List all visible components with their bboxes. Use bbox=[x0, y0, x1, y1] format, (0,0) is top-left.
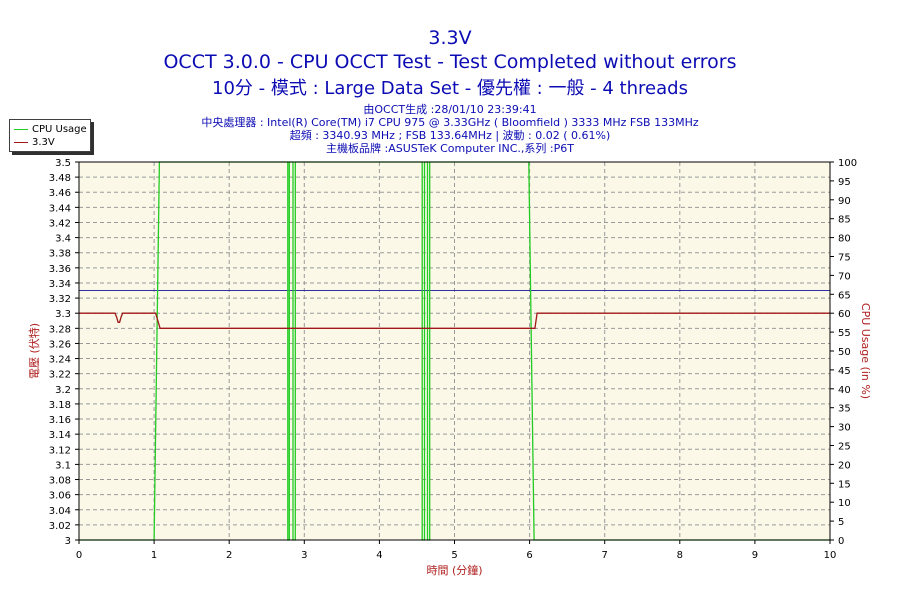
y-tick-label: 3.16 bbox=[49, 415, 71, 426]
y2-tick-label: 95 bbox=[838, 177, 851, 188]
x-tick-label: 3 bbox=[301, 550, 307, 561]
x-axis-label: 時間 (分鐘) bbox=[426, 563, 482, 577]
y2-tick-label: 35 bbox=[838, 404, 851, 415]
y-tick-label: 3.46 bbox=[49, 188, 71, 199]
overclock-info: 超頻 : 3340.93 MHz ; FSB 133.64MHz | 波動 : … bbox=[289, 129, 611, 142]
y-tick-label: 3.36 bbox=[49, 264, 71, 275]
y-tick-label: 3.26 bbox=[49, 339, 71, 350]
generated-info: 由OCCT生成 :28/01/10 23:39:41 bbox=[363, 103, 537, 116]
test-status-line: OCCT 3.0.0 - CPU OCCT Test - Test Comple… bbox=[163, 51, 737, 73]
y-tick-label: 3.48 bbox=[49, 173, 71, 184]
y2-tick-label: 90 bbox=[838, 196, 851, 207]
y2-tick-label: 85 bbox=[838, 215, 851, 226]
chart-legend: CPU Usage 3.3V bbox=[9, 119, 91, 152]
x-tick-label: 8 bbox=[677, 550, 683, 561]
x-tick-label: 2 bbox=[226, 550, 232, 561]
y2-axis-label: CPU Usage (in %) bbox=[859, 303, 872, 399]
y-tick-label: 3.5 bbox=[55, 158, 71, 169]
y-tick-label: 3.04 bbox=[49, 506, 71, 517]
y-tick-label: 3.38 bbox=[49, 249, 71, 260]
y-tick-label: 3.22 bbox=[49, 370, 71, 381]
y-tick-label: 3.18 bbox=[49, 400, 71, 411]
y2-tick-label: 40 bbox=[838, 385, 851, 396]
y-tick-label: 3.34 bbox=[49, 279, 71, 290]
x-tick-label: 4 bbox=[376, 550, 382, 561]
y2-tick-label: 20 bbox=[838, 460, 851, 471]
x-tick-label: 0 bbox=[76, 550, 82, 561]
x-tick-label: 6 bbox=[526, 550, 532, 561]
y-tick-label: 3.28 bbox=[49, 324, 71, 335]
y-tick-label: 3.12 bbox=[49, 445, 71, 456]
y2-tick-label: 50 bbox=[838, 347, 851, 358]
plot-frame bbox=[78, 161, 831, 541]
legend-label-voltage: 3.3V bbox=[32, 136, 55, 148]
y-tick-label: 3.08 bbox=[49, 476, 71, 487]
series-line-voltage bbox=[79, 312, 830, 329]
y-tick-label: 3.06 bbox=[49, 491, 71, 502]
y-tick-label: 3.2 bbox=[55, 385, 71, 396]
x-tick-label: 9 bbox=[752, 550, 758, 561]
legend-swatch-cpu-usage bbox=[14, 128, 28, 130]
y2-tick-label: 80 bbox=[838, 234, 851, 245]
x-tick-label: 1 bbox=[151, 550, 157, 561]
y2-tick-label: 55 bbox=[838, 328, 851, 339]
y2-tick-label: 30 bbox=[838, 423, 851, 434]
y2-tick-label: 60 bbox=[838, 309, 851, 320]
y2-tick-label: 65 bbox=[838, 290, 851, 301]
legend-swatch-voltage bbox=[14, 141, 28, 143]
y-tick-label: 3.4 bbox=[55, 234, 71, 245]
x-tick-label: 7 bbox=[602, 550, 608, 561]
x-tick-label: 10 bbox=[824, 550, 837, 561]
chart-title: 3.3V bbox=[428, 27, 472, 49]
legend-item-voltage: 3.3V bbox=[14, 136, 55, 148]
y2-tick-label: 15 bbox=[838, 479, 851, 490]
y2-tick-label: 70 bbox=[838, 271, 851, 282]
y2-tick-label: 45 bbox=[838, 366, 851, 377]
test-mode-line: 10分 - 模式 : Large Data Set - 優先權 : 一般 - 4… bbox=[212, 78, 688, 99]
y2-tick-label: 0 bbox=[838, 536, 844, 547]
y-tick-label: 3.02 bbox=[49, 521, 71, 532]
y2-tick-label: 5 bbox=[838, 517, 844, 528]
y-axis-label: 電壓 (伏特) bbox=[27, 323, 41, 379]
cpu-info: 中央處理器 : Intel(R) Core(TM) i7 CPU 975 @ 3… bbox=[201, 116, 699, 129]
y-tick-label: 3.3 bbox=[55, 309, 71, 320]
y-tick-label: 3.42 bbox=[49, 218, 71, 229]
motherboard-info: 主機板品牌 :ASUSTeK Computer INC.,系列 :P6T bbox=[326, 142, 574, 155]
y2-tick-label: 25 bbox=[838, 442, 851, 453]
x-tick-label: 5 bbox=[451, 550, 457, 561]
y-tick-label: 3.44 bbox=[49, 203, 71, 214]
y2-tick-label: 100 bbox=[838, 158, 857, 169]
y-tick-label: 3.24 bbox=[49, 355, 71, 366]
y-tick-label: 3.14 bbox=[49, 430, 71, 441]
y2-tick-label: 10 bbox=[838, 498, 851, 509]
y-tick-label: 3.32 bbox=[49, 294, 71, 305]
y-tick-label: 3 bbox=[65, 536, 71, 547]
y-tick-label: 3.1 bbox=[55, 460, 71, 471]
legend-item-cpu-usage: CPU Usage bbox=[14, 123, 87, 135]
y2-tick-label: 75 bbox=[838, 253, 851, 264]
legend-label-cpu-usage: CPU Usage bbox=[32, 123, 87, 135]
